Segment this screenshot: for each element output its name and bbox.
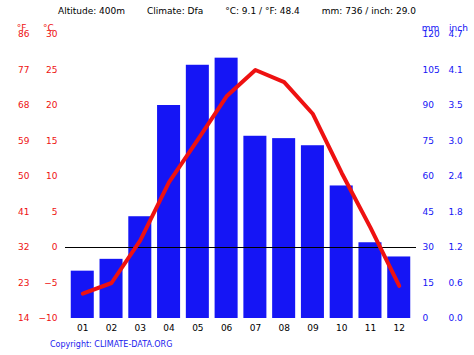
svg-text:1.2: 1.2 (449, 242, 463, 252)
svg-text:59: 59 (18, 136, 30, 146)
svg-text:06: 06 (221, 323, 233, 333)
svg-text:mm: mm (422, 23, 440, 33)
svg-text:75: 75 (423, 136, 434, 146)
svg-text:41: 41 (18, 207, 29, 217)
svg-text:3.0: 3.0 (449, 136, 464, 146)
svg-text:09: 09 (307, 323, 319, 333)
svg-text:0: 0 (423, 313, 429, 323)
svg-text:01: 01 (77, 323, 88, 333)
svg-text:°F: °F (17, 23, 27, 33)
svg-text:86: 86 (18, 29, 30, 40)
svg-text:120: 120 (422, 29, 440, 40)
svg-text:−10: −10 (39, 313, 58, 323)
svg-text:°C: °C (43, 23, 54, 33)
svg-text:15: 15 (46, 136, 57, 146)
svg-text:4.7: 4.7 (448, 29, 463, 40)
svg-text:0: 0 (52, 242, 58, 252)
svg-text:25: 25 (46, 65, 57, 75)
html-text:mm: 736 / inch: 29.0: mm: 736 / inch: 29.0 (321, 6, 416, 16)
svg-text:15: 15 (423, 278, 434, 288)
svg-text:04: 04 (163, 323, 175, 333)
svg-text:30: 30 (46, 29, 58, 40)
svg-text:4.1: 4.1 (449, 65, 463, 75)
html-text:Altitude: 400m: Altitude: 400m (58, 6, 125, 16)
svg-text:2.4: 2.4 (449, 171, 464, 181)
svg-text:11: 11 (365, 323, 376, 333)
svg-text:07: 07 (250, 323, 261, 333)
html-text:Copyright: CLIMATE-DATA.ORG: Copyright: CLIMATE-DATA.ORG (50, 340, 173, 349)
svg-text:−5: −5 (44, 278, 57, 288)
svg-text:0.6: 0.6 (449, 278, 464, 288)
svg-text:3.5: 3.5 (449, 100, 463, 110)
svg-text:77: 77 (18, 65, 29, 75)
svg-text:50: 50 (18, 171, 30, 181)
svg-text:90: 90 (423, 100, 435, 110)
svg-text:14: 14 (18, 313, 30, 323)
svg-text:23: 23 (18, 278, 29, 288)
svg-text:68: 68 (18, 100, 30, 110)
svg-text:32: 32 (18, 242, 29, 252)
svg-text:03: 03 (135, 323, 146, 333)
svg-text:1.8: 1.8 (449, 207, 464, 217)
svg-text:02: 02 (106, 323, 117, 333)
svg-text:60: 60 (423, 171, 435, 181)
svg-text:20: 20 (46, 100, 58, 110)
svg-text:10: 10 (46, 171, 58, 181)
svg-text:05: 05 (192, 323, 203, 333)
svg-text:30: 30 (423, 242, 435, 252)
svg-text:10: 10 (336, 323, 348, 333)
html-text:Climate: Dfa: Climate: Dfa (147, 6, 204, 16)
svg-text:5: 5 (52, 207, 58, 217)
svg-text:08: 08 (278, 323, 290, 333)
svg-text:12: 12 (394, 323, 405, 333)
svg-text:105: 105 (423, 65, 440, 75)
html-text:°C: 9.1 / °F: 48.4: °C: 9.1 / °F: 48.4 (225, 6, 300, 16)
svg-text:inch: inch (449, 23, 468, 33)
svg-text:0.0: 0.0 (449, 313, 464, 323)
svg-text:45: 45 (423, 207, 434, 217)
